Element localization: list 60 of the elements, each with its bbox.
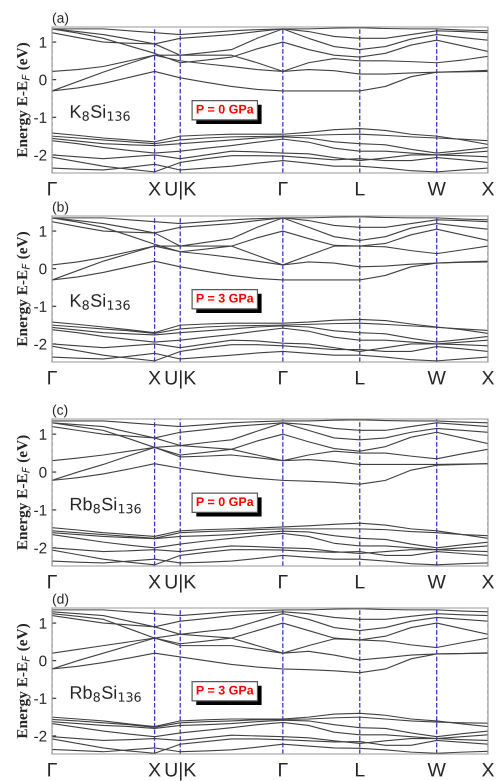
y-tick-label: 1	[40, 226, 46, 237]
x-tick-label: L	[356, 575, 365, 588]
x-tick-label: X	[148, 763, 161, 776]
x-tick-label: W	[428, 371, 446, 384]
annotation: K$_{8}$Si$_{136}$	[70, 104, 130, 121]
y-tick-label: -2	[34, 730, 46, 742]
x-tick-label: L	[356, 182, 365, 196]
x-tick-label: U|K	[166, 370, 196, 389]
x-tick-label: U|K	[166, 762, 196, 781]
y-tick-label: -2	[34, 150, 46, 160]
y-tick-label: -1	[34, 301, 46, 312]
y-tick-label: 1	[40, 618, 46, 629]
x-tick-label: L	[356, 371, 365, 384]
x-tick-label: Γ	[48, 371, 57, 384]
y-tick-label: 0	[39, 74, 47, 86]
annotation: Rb$_{8}$Si$_{136}$	[70, 497, 141, 514]
annotation: K$_{8}$Si$_{136}$	[70, 294, 130, 310]
x-tick-label: U|K	[166, 181, 196, 200]
x-tick-label: W	[428, 575, 446, 588]
x-tick-label: Γ	[279, 575, 288, 588]
x-tick-label: Γ	[48, 575, 57, 588]
y-tick-label: 0	[39, 264, 47, 274]
y-tick-label: -1	[34, 112, 46, 123]
y-tick-label: 1	[40, 37, 46, 48]
y-tick-label: 1	[40, 429, 46, 440]
x-tick-label: W	[428, 763, 446, 776]
annotation: Rb$_{8}$Si$_{136}$	[70, 686, 141, 702]
y-tick-label: -2	[34, 338, 46, 350]
y-tick-label: 0	[39, 466, 47, 478]
text: (d)	[52, 594, 68, 607]
y-axis-title: Energy E-E$_{F}$ (eV)	[16, 624, 31, 738]
annotation: P = 3 GPa	[196, 686, 254, 695]
annotation: P = 0 GPa	[196, 104, 254, 114]
y-axis-title: Energy E-E$_{F}$ (eV)	[16, 436, 31, 550]
y-tick-label: 0	[39, 656, 47, 666]
x-tick-label: X	[482, 371, 494, 384]
annotation: P = 3 GPa	[196, 294, 254, 303]
x-tick-label: X	[482, 182, 494, 196]
y-tick-label: -1	[34, 693, 46, 704]
x-tick-label: X	[148, 371, 161, 384]
y-axis-title: Energy E-E$_{F}$ (eV)	[16, 43, 31, 158]
x-tick-label: L	[356, 763, 365, 776]
x-tick-label: X	[482, 763, 494, 776]
x-tick-label: Γ	[279, 763, 288, 776]
x-tick-label: Γ	[48, 182, 57, 196]
text: (a)	[52, 12, 68, 26]
x-tick-label: Γ	[279, 371, 288, 384]
x-tick-label: X	[482, 575, 494, 588]
x-tick-label: Γ	[48, 763, 57, 776]
x-tick-label: U|K	[166, 574, 196, 593]
x-tick-label: W	[428, 182, 446, 196]
y-tick-label: -2	[34, 542, 46, 554]
y-axis-title: Energy E-E$_{F}$ (eV)	[16, 232, 31, 346]
x-tick-label: X	[148, 182, 161, 196]
text: (c)	[52, 404, 68, 418]
annotation: P = 0 GPa	[196, 497, 254, 506]
text: (b)	[52, 202, 68, 215]
x-tick-label: Γ	[279, 182, 288, 196]
y-tick-label: -1	[34, 504, 46, 516]
x-tick-label: X	[148, 575, 161, 588]
